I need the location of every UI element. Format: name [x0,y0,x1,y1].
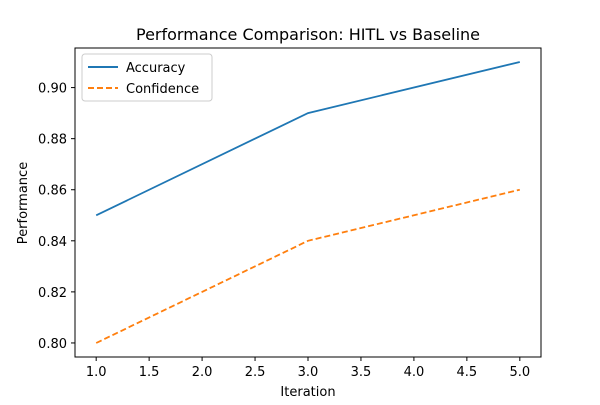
x-tick-label: 3.5 [351,365,372,380]
x-tick-label: 4.0 [404,365,425,380]
x-tick-label: 1.0 [86,365,107,380]
legend: Accuracy Confidence [81,53,213,102]
y-tick-label: 0.84 [38,235,67,250]
y-axis-ticks: 0.80 0.82 0.84 0.86 0.88 0.90 [38,82,75,352]
y-tick-label: 0.88 [38,133,67,148]
plot-area-frame [74,47,542,358]
series-line-accuracy [95,61,521,217]
x-tick-label: 1.5 [139,365,160,380]
x-tick-label: 5.0 [509,365,530,380]
x-axis-ticks: 1.0 1.5 2.0 2.5 3.0 3.5 4.0 4.5 5.0 [86,357,530,380]
y-axis-label: Performance [16,162,31,244]
legend-label-confidence: Confidence [126,82,199,97]
x-axis-label: Iteration [280,385,335,400]
x-tick-label: 2.5 [245,365,266,380]
x-tick-label: 4.5 [457,365,478,380]
chart-title: Performance Comparison: HITL vs Baseline [136,25,480,44]
y-tick-label: 0.90 [38,82,67,97]
y-tick-label: 0.80 [38,337,67,352]
legend-label-accuracy: Accuracy [126,61,186,76]
series-line-confidence [95,188,521,344]
y-tick-label: 0.86 [38,184,67,199]
plot-series [95,61,521,344]
x-tick-label: 2.0 [192,365,213,380]
legend-box [81,53,213,102]
x-tick-label: 3.0 [298,365,319,380]
y-tick-label: 0.82 [38,286,67,301]
